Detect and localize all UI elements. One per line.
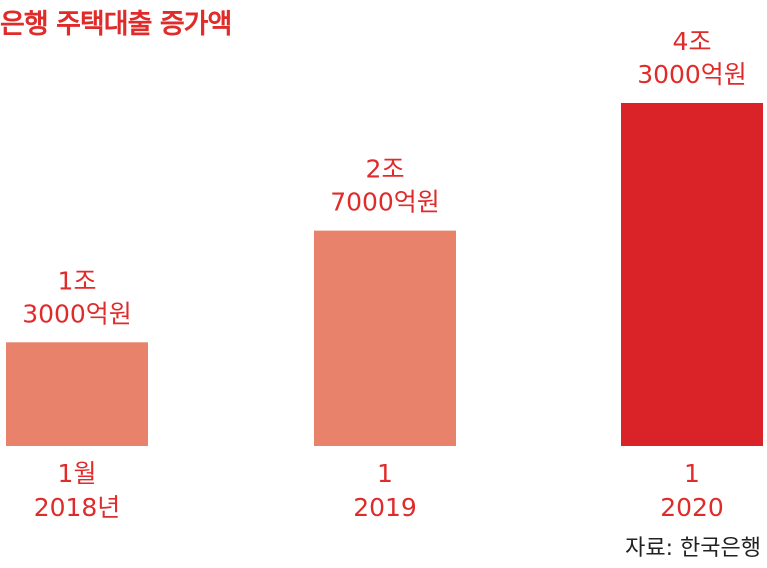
bar [6,342,148,446]
chart-title: 은행 주택대출 증가액 [0,9,232,40]
x-tick-label: 2020 [660,493,724,522]
source-note: 자료: 한국은행 [625,536,761,561]
x-tick-label: 2018년 [34,493,121,522]
data-label: 3000억원 [22,299,132,328]
x-tick-label: 1 [684,459,700,488]
bar [314,230,456,446]
x-tick-label: 1월 [58,459,97,488]
data-label: 7000억원 [330,188,440,217]
bar [621,103,763,446]
x-tick-label: 2019 [353,493,417,522]
data-label: 4조 [673,27,712,56]
data-label: 3000억원 [637,60,747,89]
data-label: 2조 [366,155,405,184]
data-label: 1조 [58,266,97,295]
x-tick-label: 1 [377,459,393,488]
bar-chart: 1조 3000억원 1월 2018년 2조 7000억원 1 2019 4조 3000억원 1 202… [6,27,763,522]
